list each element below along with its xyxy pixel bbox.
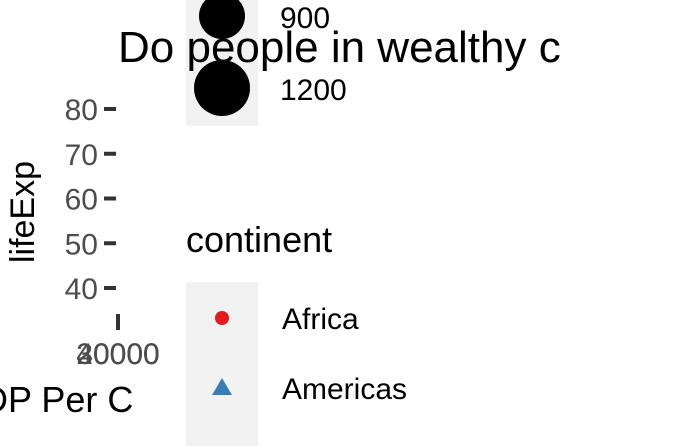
size-legend-symbol-900 xyxy=(199,0,245,39)
legend-symbol-americas xyxy=(212,378,232,395)
y-tick-mark-60 xyxy=(104,196,116,201)
continent-legend-key-background xyxy=(186,282,258,446)
size-legend-label-900: 900 xyxy=(280,2,330,35)
y-tick-label-60: 60 xyxy=(65,184,98,217)
x-tick-label-2: 20000 xyxy=(76,338,159,371)
y-axis-title: lifeExp xyxy=(4,161,42,263)
legend-title-continent: continent xyxy=(186,219,332,260)
y-tick-label-50: 50 xyxy=(65,228,98,261)
x-tick-label-1: 30000 xyxy=(76,338,159,371)
continent-legend: Africa Americas xyxy=(212,303,407,406)
y-tick-label-40: 40 xyxy=(65,273,98,306)
x-tick-label-0: 40000 xyxy=(76,338,159,371)
y-tick-mark-40 xyxy=(104,286,116,290)
size-legend-label-1200: 1200 xyxy=(280,74,347,107)
legend-symbol-africa xyxy=(215,311,229,325)
size-legend-symbol-1200 xyxy=(194,60,250,116)
x-axis-tick-mark xyxy=(116,314,120,330)
legend-label-africa: Africa xyxy=(282,303,359,336)
y-tick-mark-70 xyxy=(104,151,116,156)
legend-label-americas: Americas xyxy=(282,373,407,406)
y-tick-label-80: 80 xyxy=(65,94,98,127)
chart-title: Do people in wealthy c xyxy=(118,23,561,72)
y-tick-label-70: 70 xyxy=(65,139,98,172)
y-tick-mark-80 xyxy=(104,107,116,111)
y-tick-mark-50 xyxy=(104,241,116,246)
x-axis-title: DP Per C xyxy=(0,379,133,420)
y-axis: 40 50 60 70 80 xyxy=(65,94,116,306)
